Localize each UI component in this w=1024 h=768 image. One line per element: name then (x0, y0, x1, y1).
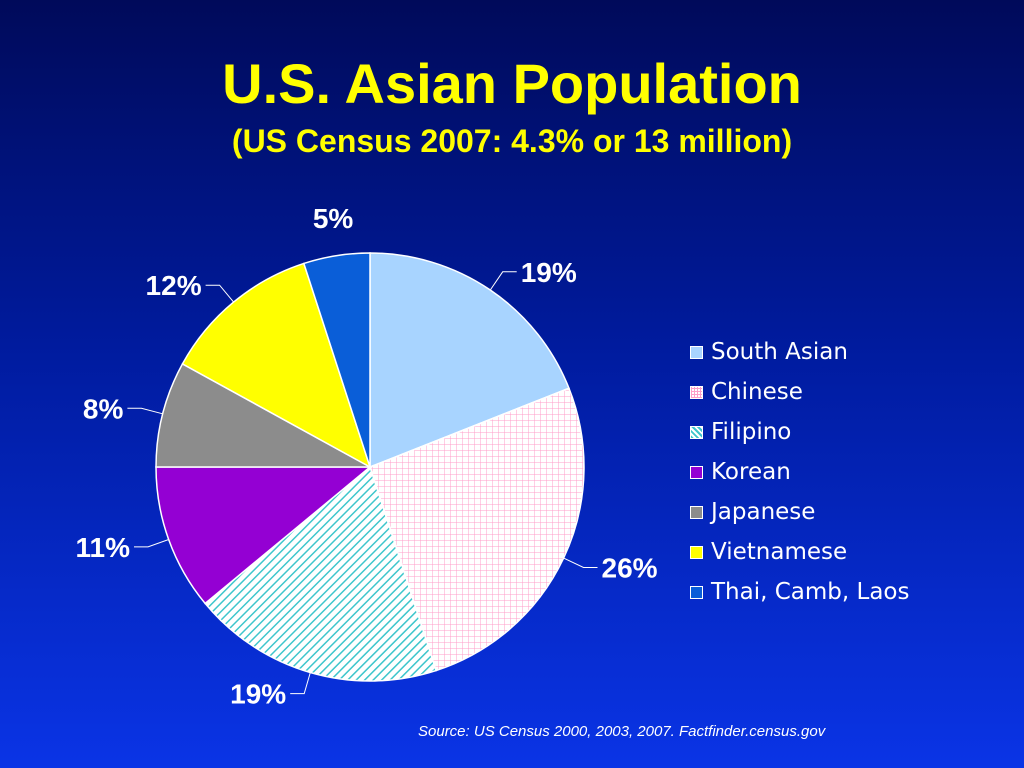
legend-swatch-south-asian (690, 345, 703, 359)
legend-swatch-filipino (690, 425, 703, 439)
pie-slice-thai-camb-laos (302, 252, 371, 468)
chart-title: U.S. Asian Population (222, 52, 802, 115)
pie-slice-filipino (204, 465, 438, 682)
data-label-south-asian: 19% (521, 257, 577, 288)
pie-slice-japanese (155, 362, 371, 468)
legend-label-chinese: Chinese (711, 379, 803, 405)
legend-swatch-chinese (690, 385, 703, 399)
legend-label-thai-camb-laos: Thai, Camb, Laos (711, 579, 910, 605)
legend-label-korean: Korean (711, 459, 791, 485)
chart-legend: South Asian Chinese Filipino Korean Japanese… (690, 332, 909, 612)
source-note: Source: US Census 2000, 2003, 2007. Fact… (418, 723, 826, 740)
data-label-japanese: 8% (83, 393, 124, 424)
legend-item-japanese: Japanese (690, 492, 909, 532)
legend-swatch-japanese (690, 505, 703, 519)
legend-item-south-asian: South Asian (690, 332, 909, 372)
data-label-filipino: 19% (230, 679, 286, 710)
legend-swatch-vietnamese (690, 545, 703, 559)
legend-swatch-thai-camb-laos (690, 585, 703, 599)
data-label-korean: 11% (76, 532, 131, 563)
legend-item-korean: Korean (690, 452, 909, 492)
leader-line-korean (134, 539, 169, 548)
leader-line-chinese (563, 557, 598, 568)
legend-item-filipino: Filipino (690, 412, 909, 452)
legend-item-vietnamese: Vietnamese (690, 532, 909, 572)
leader-line-south-asian (489, 271, 517, 291)
legend-label-south-asian: South Asian (711, 339, 848, 365)
data-label-thai-camb-laos: 5% (313, 203, 354, 234)
legend-label-japanese: Japanese (711, 499, 816, 525)
pie-slice-korean (155, 466, 373, 605)
data-label-chinese: 26% (602, 553, 658, 584)
legend-label-vietnamese: Vietnamese (711, 539, 848, 565)
leader-line-japanese (127, 407, 163, 415)
pie-slice-south-asian (369, 252, 570, 469)
data-label-vietnamese: 12% (146, 270, 202, 301)
leader-line-filipino (290, 672, 311, 695)
legend-swatch-korean (690, 465, 703, 479)
legend-label-filipino: Filipino (711, 419, 792, 445)
legend-item-chinese: Chinese (690, 372, 909, 412)
leader-line-vietnamese (205, 284, 234, 303)
pie-slice-chinese (369, 387, 585, 672)
legend-item-thai-camb-laos: Thai, Camb, Laos (690, 572, 909, 612)
chart-subtitle: (US Census 2007: 4.3% or 13 million) (231, 123, 793, 159)
